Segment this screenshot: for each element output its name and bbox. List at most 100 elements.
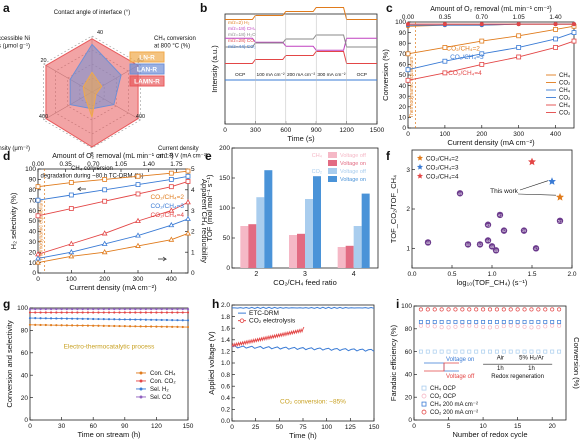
- y-axis-label: Intensity (a.u.): [210, 45, 219, 93]
- data-point: [101, 230, 108, 236]
- data-point: [481, 349, 486, 354]
- data-point: [35, 251, 41, 257]
- legend-marker: [139, 395, 143, 399]
- data-point: [144, 325, 147, 328]
- data-point: [102, 308, 105, 311]
- data-point: [49, 317, 53, 320]
- vertical-label: Thermodynamic equilibrium: [39, 200, 45, 261]
- data-point: [516, 45, 522, 50]
- data-point: [536, 325, 541, 330]
- legend-label: CO₂/CH₄=2: [426, 156, 459, 163]
- top-tick-label: 1.75: [170, 161, 183, 168]
- data-point: [529, 320, 534, 324]
- panel-b: 0 300 600 900 1200 1500 Time (s) Intensity (a.u…: [210, 7, 385, 143]
- legend-label: LAMN-R: [134, 79, 160, 86]
- y-tick-label: 3: [406, 167, 410, 174]
- etc-drm-line: [231, 306, 375, 310]
- data-point: [481, 320, 486, 324]
- data-point: [35, 197, 41, 203]
- group-label: CO₂/CH₄=4: [448, 70, 482, 77]
- legend-label: CH₄: [559, 88, 571, 94]
- legend-star: [416, 163, 424, 170]
- y-tick-label: 100: [17, 305, 28, 312]
- x-tick-label: 100: [321, 424, 332, 431]
- data-point: [65, 311, 68, 314]
- y-tick-label: 0: [24, 417, 28, 424]
- data-point: [135, 232, 141, 238]
- data-point: [488, 320, 492, 324]
- data-point: [128, 308, 132, 311]
- y-tick-label: 20: [399, 104, 407, 111]
- data-point: [474, 320, 479, 324]
- literature-point: [456, 190, 464, 197]
- y-tick-label: 40: [405, 372, 413, 379]
- data-point: [487, 325, 493, 330]
- inset-label: Voltage off: [446, 374, 475, 380]
- data-point: [65, 324, 68, 327]
- data-point: [92, 308, 95, 311]
- data-point: [553, 36, 558, 42]
- radar-axis-max: 400: [136, 114, 145, 120]
- series-line: [407, 32, 575, 71]
- data-point: [185, 168, 191, 174]
- y-tick-label: 0: [402, 125, 406, 132]
- data-point: [134, 318, 137, 321]
- y-tick-label: 30: [29, 239, 37, 246]
- data-point: [135, 173, 141, 179]
- y-tick-label: 0.2: [221, 407, 230, 414]
- plot-frame: [37, 168, 189, 274]
- y-tick-label: 50: [29, 218, 37, 225]
- x-tick-label: 600: [280, 127, 291, 134]
- data-point: [460, 349, 465, 354]
- data-point: [155, 325, 158, 328]
- literature-point: [496, 211, 504, 219]
- top-tick-label: 0.70: [476, 14, 489, 21]
- bar: [248, 224, 257, 268]
- x-tick-label: 5: [447, 423, 451, 430]
- radar-axis-max: 400: [39, 114, 48, 120]
- legend-marker: [421, 409, 427, 415]
- data-point: [113, 324, 116, 328]
- series-label: m/z=2) H₂: [228, 20, 250, 26]
- radar-axis-label: sites (μmol g⁻¹): [0, 44, 30, 50]
- panel-h: 0 25 50 75 100 125 150 0.0 0.2 0.4 0.6 0.8 1.0 1.2 1.4…: [207, 302, 380, 440]
- literature-point: [464, 241, 472, 248]
- data-point: [481, 324, 486, 330]
- data-point: [44, 311, 47, 314]
- x-tick-label: 0: [36, 276, 40, 283]
- literature-label: 45: [494, 249, 498, 253]
- data-point: [139, 311, 142, 314]
- data-point: [34, 311, 37, 314]
- data-point: [102, 198, 108, 204]
- legend-label: Voltage on: [340, 177, 366, 183]
- data-point: [425, 307, 430, 312]
- arrow-left: [76, 186, 86, 192]
- legend-label: CH₄: [559, 73, 571, 79]
- literature-label: 47: [534, 247, 538, 251]
- y-axis-label: H₂ selectivity (%): [9, 192, 18, 249]
- data-point: [185, 173, 191, 179]
- legend-series: CH₄: [312, 153, 323, 159]
- group-label: CO₂/CH₄=3: [150, 203, 184, 210]
- data-point: [144, 311, 147, 314]
- data-point: [35, 213, 41, 219]
- data-point: [479, 51, 485, 57]
- legend-label: Con. CO₂: [150, 379, 176, 385]
- x-tick-label: 2: [254, 271, 258, 278]
- data-point: [55, 324, 58, 327]
- literature-label: 46: [490, 245, 494, 249]
- data-point: [508, 323, 513, 328]
- data-point: [86, 317, 90, 321]
- data-point: [536, 349, 541, 354]
- data-point: [487, 307, 493, 312]
- series-label: m/z=44) CO₂: [228, 44, 256, 50]
- radar-axis-label: Particle density (μm⁻²): [0, 146, 30, 152]
- data-point: [168, 184, 174, 190]
- radar-axis-label: degradation during ~80 h TC-DRM (%): [40, 174, 143, 180]
- data-point: [39, 317, 42, 320]
- data-point: [49, 308, 53, 311]
- legend-label: CO₂ OCP: [430, 394, 456, 400]
- data-point: [139, 318, 142, 321]
- top-tick-label: 1.05: [513, 14, 526, 21]
- data-point: [529, 325, 534, 330]
